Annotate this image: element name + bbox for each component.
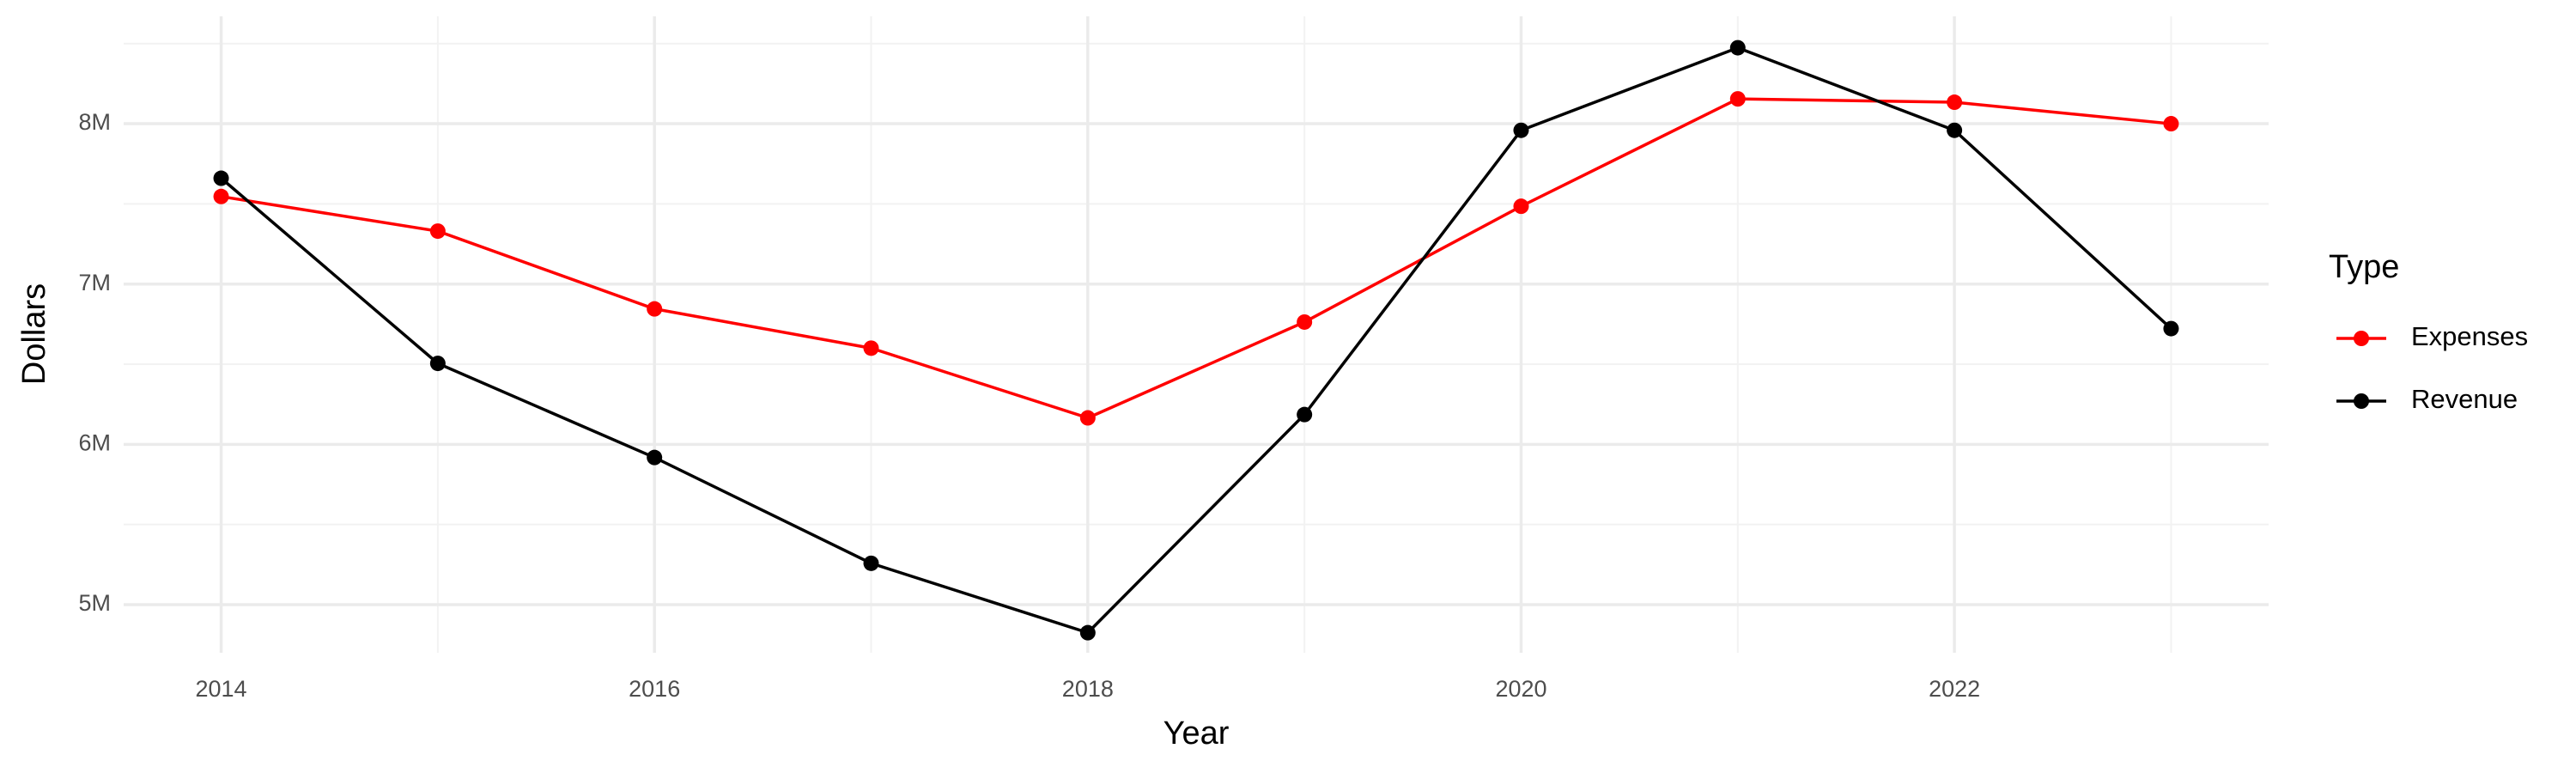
- y-axis-title: Dollars: [16, 283, 52, 385]
- data-point: [429, 223, 446, 240]
- x-tick-label: 2022: [1929, 676, 1980, 702]
- y-tick-label: 6M: [78, 429, 111, 455]
- data-point: [2163, 116, 2179, 132]
- legend-title: Type: [2329, 249, 2399, 285]
- data-point: [647, 449, 663, 466]
- y-tick-label: 8M: [78, 109, 111, 135]
- data-point: [647, 301, 663, 317]
- data-point: [1729, 40, 1746, 56]
- x-tick-label: 2014: [196, 676, 247, 702]
- data-point: [1947, 122, 1963, 138]
- data-point: [863, 340, 879, 356]
- x-axis-title: Year: [1163, 715, 1230, 752]
- legend-label: Expenses: [2411, 321, 2528, 351]
- x-tick-label: 2020: [1495, 676, 1546, 702]
- data-point: [1513, 198, 1529, 215]
- data-point: [213, 170, 229, 186]
- y-tick-label: 7M: [78, 270, 111, 295]
- legend-label: Revenue: [2411, 384, 2518, 414]
- legend-point: [2354, 331, 2369, 346]
- data-point: [1729, 91, 1746, 107]
- data-point: [2163, 320, 2179, 337]
- series-line: [220, 46, 2172, 635]
- y-tick-label: 5M: [78, 590, 111, 616]
- legend-point: [2354, 393, 2369, 409]
- x-tick-label: 2018: [1062, 676, 1114, 702]
- data-point: [213, 188, 229, 204]
- data-point: [1079, 624, 1096, 641]
- data-point: [1513, 122, 1529, 138]
- data-point: [429, 356, 446, 372]
- series-line: [221, 97, 2172, 420]
- x-tick-label: 2016: [629, 676, 680, 702]
- data-point: [1079, 410, 1096, 426]
- data-point: [1297, 313, 1313, 330]
- data-point: [1297, 406, 1313, 423]
- data-point: [863, 555, 879, 571]
- data-point: [1947, 94, 1963, 111]
